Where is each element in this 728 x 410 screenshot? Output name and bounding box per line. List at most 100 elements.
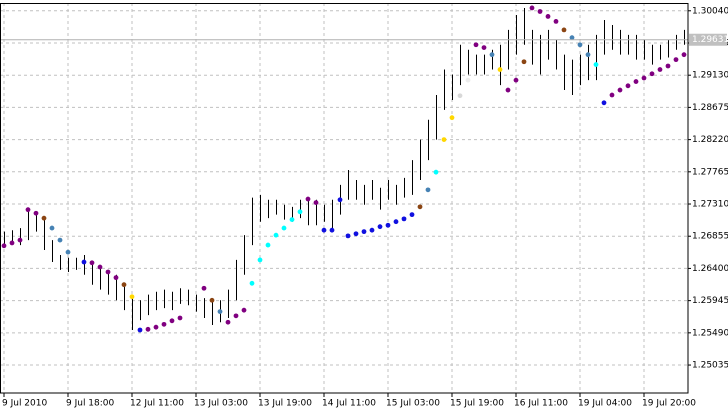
- sar-dot: [633, 79, 639, 84]
- x-tick-label: 19 Jul 20:00: [642, 399, 696, 409]
- sar-dot: [625, 83, 631, 89]
- sar-dot: [97, 264, 103, 270]
- sar-dot: [273, 232, 279, 238]
- sar-dot: [89, 260, 95, 266]
- current-price-box: [689, 33, 727, 46]
- sar-dot: [265, 242, 271, 248]
- x-tick-label: 12 Jul 11:00: [130, 399, 184, 409]
- sar-dot: [17, 237, 23, 243]
- y-tick-label: 1.28675: [692, 103, 728, 113]
- sar-dot: [425, 187, 431, 193]
- sar-dot: [305, 196, 311, 202]
- sar-dot: [249, 280, 255, 286]
- sar-dot: [361, 229, 367, 235]
- sar-dot: [617, 87, 623, 93]
- sar-dot: [33, 210, 39, 216]
- sar-dot: [129, 294, 135, 300]
- sar-dot: [153, 324, 159, 330]
- sar-dot: [417, 204, 423, 210]
- y-tick-label: 1.25945: [692, 296, 728, 306]
- sar-dot: [401, 216, 407, 222]
- sar-dot: [209, 297, 215, 303]
- sar-dot: [465, 77, 471, 83]
- sar-dot: [553, 19, 559, 24]
- sar-dot: [217, 309, 223, 315]
- sar-dot: [329, 227, 335, 233]
- sar-dot: [529, 5, 535, 11]
- sar-dot: [649, 71, 655, 77]
- sar-dot: [369, 227, 375, 233]
- sar-dot: [121, 282, 127, 288]
- sar-dot: [601, 100, 607, 106]
- sar-dot: [657, 67, 663, 72]
- x-tick-label: 16 Jul 11:00: [514, 399, 568, 409]
- sar-dot: [537, 9, 543, 14]
- sar-dot: [145, 326, 151, 332]
- sar-dot: [665, 63, 671, 69]
- sar-dot: [281, 225, 287, 231]
- y-tick-label: 1.29130: [692, 71, 728, 81]
- sar-dot: [569, 35, 575, 41]
- sar-dot: [25, 207, 31, 213]
- sar-dot: [409, 212, 415, 218]
- sar-dot: [321, 227, 327, 233]
- y-tick-label: 1.28220: [692, 135, 728, 145]
- sar-dot: [393, 219, 399, 225]
- sar-dot: [81, 259, 87, 265]
- sar-dot: [513, 77, 519, 83]
- x-tick-label: 9 Jul 18:00: [66, 399, 115, 409]
- y-tick-label: 1.30040: [692, 6, 728, 16]
- plot-layer: [0, 3, 688, 393]
- sar-dot: [289, 217, 295, 222]
- sar-dot: [681, 52, 687, 58]
- sar-dot: [113, 275, 119, 281]
- y-tick-label: 1.26855: [692, 232, 728, 242]
- y-tick-label: 1.26400: [692, 264, 728, 274]
- sar-dot: [641, 75, 647, 81]
- sar-dot: [313, 200, 319, 206]
- sar-dot: [201, 285, 207, 291]
- sar-dot: [169, 318, 175, 324]
- sar-dot: [593, 62, 599, 67]
- sar-dot: [473, 42, 479, 48]
- sar-dot: [457, 93, 463, 99]
- sar-dot: [233, 313, 239, 319]
- sar-dot: [345, 233, 351, 239]
- sar-dot: [161, 321, 167, 327]
- sar-dot: [433, 169, 439, 175]
- sar-dot: [385, 222, 391, 228]
- sar-dot: [441, 137, 447, 143]
- x-tick-label: 15 Jul 03:00: [386, 399, 440, 409]
- sar-dot: [49, 225, 55, 231]
- y-tick-label: 1.25490: [692, 328, 728, 338]
- sar-dot: [353, 231, 359, 237]
- y-tick-label: 1.27765: [692, 167, 728, 177]
- sar-dot: [377, 224, 383, 230]
- sar-dot: [41, 215, 47, 221]
- plot-frame: [0, 3, 689, 394]
- x-tick-label: 9 Jul 2010: [2, 399, 47, 409]
- x-tick-label: 19 Jul 04:00: [578, 399, 632, 409]
- sar-dot: [521, 59, 527, 65]
- sar-dot: [449, 115, 455, 121]
- sar-dot: [505, 87, 511, 93]
- sar-dot: [673, 57, 679, 63]
- sar-dot: [257, 257, 263, 263]
- sar-dot: [545, 14, 551, 19]
- sar-dot: [105, 269, 111, 275]
- sar-dot: [225, 319, 231, 325]
- current-price-label: 1.29631: [692, 35, 728, 45]
- sar-dot: [65, 249, 71, 255]
- sar-dot: [481, 45, 487, 50]
- y-tick-label: 1.27310: [692, 200, 728, 210]
- sar-dot: [489, 52, 495, 58]
- y-tick-label: 1.25035: [692, 361, 728, 371]
- sar-dot: [297, 209, 303, 215]
- sar-dot: [9, 240, 15, 246]
- sar-dot: [241, 307, 247, 313]
- sar-dot: [57, 237, 63, 243]
- sar-dot: [137, 327, 143, 333]
- sar-dot: [497, 67, 503, 72]
